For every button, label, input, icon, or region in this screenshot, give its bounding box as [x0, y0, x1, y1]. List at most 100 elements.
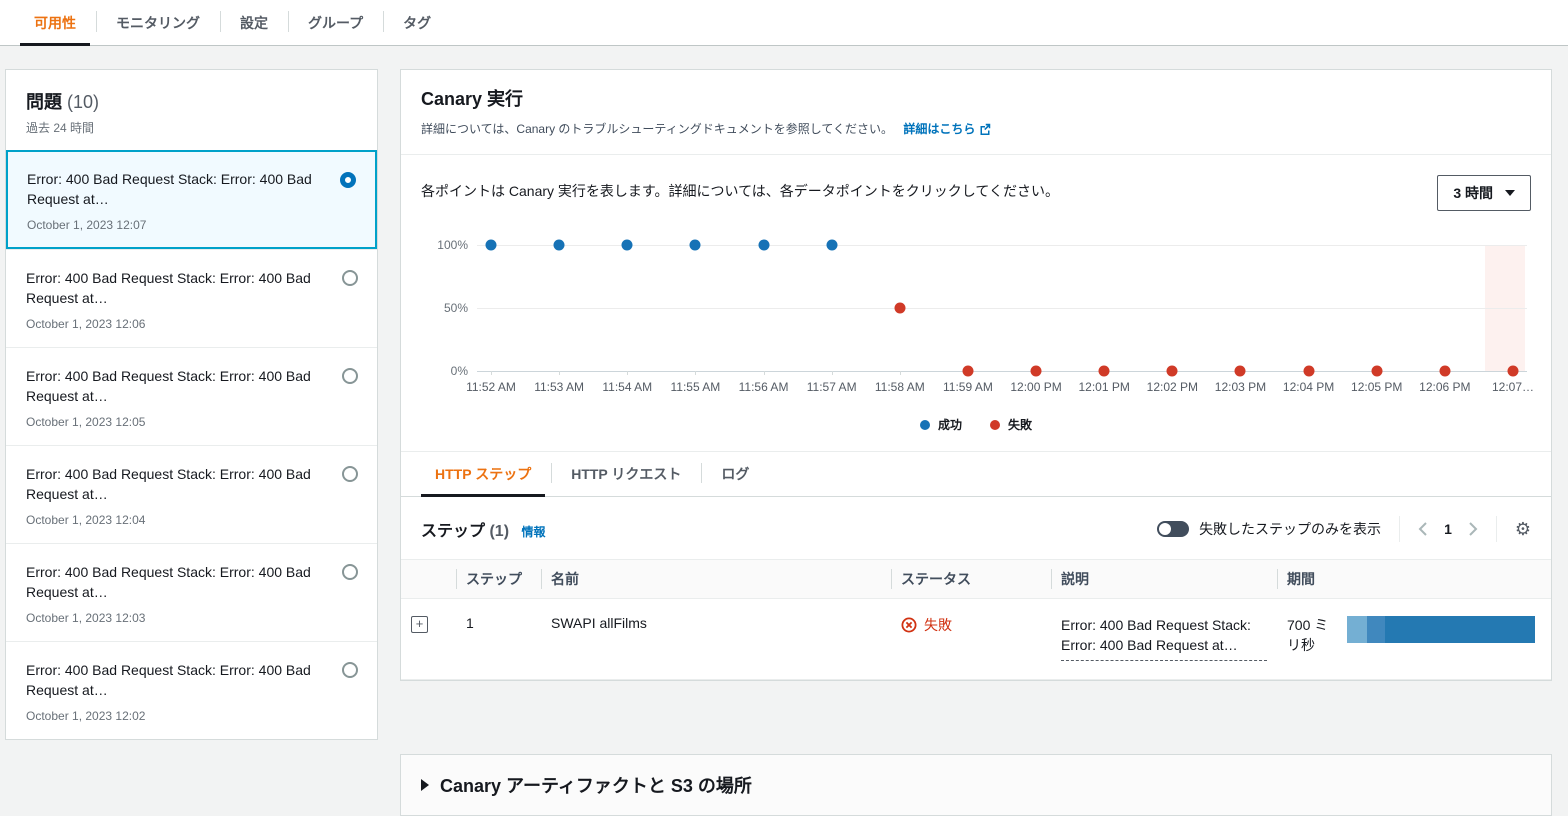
data-point-success[interactable]: [689, 239, 701, 251]
expand-row-button[interactable]: +: [411, 615, 428, 633]
data-point-success[interactable]: [485, 239, 497, 251]
column-header[interactable]: 名前: [541, 559, 891, 599]
x-axis-label: 11:54 AM: [602, 380, 653, 394]
issue-error-text: Error: 400 Bad Request Stack: Error: 400…: [26, 662, 311, 698]
issue-timestamp: October 1, 2023 12:02: [26, 709, 146, 723]
issue-list-item[interactable]: Error: 400 Bad Request Stack: Error: 400…: [6, 150, 377, 249]
artifacts-expandable-section[interactable]: Canary アーティファクトと S3 の場所: [400, 754, 1552, 816]
gridline: [477, 371, 1527, 372]
data-point-success[interactable]: [758, 239, 770, 251]
issue-radio-button[interactable]: [342, 466, 358, 482]
steps-controls: 失敗したステップのみを表示 1 ⚙: [1157, 516, 1531, 542]
issues-count: (10): [67, 92, 100, 112]
top-tab-settings[interactable]: 設定: [220, 0, 288, 45]
time-range-value: 3 時間: [1453, 185, 1493, 201]
data-point-success[interactable]: [621, 239, 633, 251]
x-axis-label: 11:56 AM: [738, 380, 789, 394]
y-axis-label: 100%: [437, 238, 468, 252]
legend-item: 成功: [919, 416, 962, 433]
y-axis-label: 50%: [443, 301, 468, 315]
y-axis-label: 0%: [450, 364, 468, 378]
time-range-select[interactable]: 3 時間: [1437, 175, 1531, 211]
description-text[interactable]: Error: 400 Bad Request Stack: Error: 400…: [1061, 615, 1267, 661]
previous-page-button[interactable]: [1418, 522, 1427, 536]
duration-bar: [1347, 616, 1535, 643]
x-axis-label: 12:06 PM: [1419, 380, 1471, 394]
axis-tick: [831, 371, 833, 375]
issue-timestamp: October 1, 2023 12:03: [26, 611, 146, 625]
data-point-success[interactable]: [826, 239, 838, 251]
learn-more-label: 詳細はこちら: [903, 122, 976, 136]
top-tab-availability[interactable]: 可用性: [14, 0, 96, 46]
issue-list-item[interactable]: Error: 400 Bad Request Stack: Error: 400…: [6, 641, 377, 739]
x-axis-label: 12:01 PM: [1078, 380, 1130, 394]
chart-plot: 100% 50% 0%: [437, 238, 1527, 378]
column-header[interactable]: 説明: [1051, 559, 1277, 599]
top-tab-bar: 可用性 モニタリング 設定 グループ タグ: [0, 0, 1568, 46]
failed-status-icon: [901, 617, 917, 633]
info-link[interactable]: 情報: [521, 525, 546, 539]
issue-error-text: Error: 400 Bad Request Stack: Error: 400…: [26, 466, 311, 502]
next-page-button[interactable]: [1469, 522, 1478, 536]
steps-table: ステップ 名前 ステータス 説明 期間 +1 SWAPI allFilms 失敗 Error:…: [401, 559, 1551, 680]
detail-tab-http-requests[interactable]: HTTP リクエスト: [551, 452, 701, 496]
data-point-failure[interactable]: [1030, 365, 1042, 377]
issue-error-text: Error: 400 Bad Request Stack: Error: 400…: [26, 270, 311, 306]
issue-radio-button[interactable]: [342, 270, 358, 286]
data-point-failure[interactable]: [1234, 365, 1246, 377]
column-header[interactable]: ステータス: [891, 559, 1051, 599]
data-point-failure[interactable]: [1303, 365, 1315, 377]
duration-text: 700 ミリ秒: [1287, 617, 1329, 653]
learn-more-link[interactable]: 詳細はこちら: [903, 122, 991, 136]
issue-list-item[interactable]: Error: 400 Bad Request Stack: Error: 400…: [6, 543, 377, 641]
issues-list: Error: 400 Bad Request Stack: Error: 400…: [6, 150, 377, 739]
chart-caption-row: 各ポイントは Canary 実行を表します。詳細については、各データポイントをク…: [421, 175, 1531, 211]
artifacts-title: Canary アーティファクトと S3 の場所: [440, 776, 752, 796]
divider: [1399, 516, 1401, 542]
legend-label: 失敗: [1008, 418, 1033, 432]
issues-title: 問題 (10): [26, 88, 357, 114]
data-point-failure[interactable]: [1098, 365, 1110, 377]
data-point-failure[interactable]: [894, 302, 906, 314]
axis-tick: [899, 371, 901, 375]
divider: [1495, 516, 1497, 542]
detail-tab-logs[interactable]: ログ: [701, 452, 769, 496]
column-header[interactable]: 期間: [1277, 559, 1551, 599]
data-point-failure[interactable]: [962, 365, 974, 377]
issue-list-item[interactable]: Error: 400 Bad Request Stack: Error: 400…: [6, 445, 377, 543]
top-tab-monitoring[interactable]: モニタリング: [96, 0, 220, 45]
issue-radio-button[interactable]: [342, 564, 358, 580]
issue-radio-button[interactable]: [342, 368, 358, 384]
gridline: [477, 308, 1527, 309]
data-point-success[interactable]: [553, 239, 565, 251]
failed-steps-toggle-group: 失敗したステップのみを表示: [1157, 519, 1381, 539]
data-point-failure[interactable]: [1507, 365, 1519, 377]
column-header[interactable]: ステップ: [456, 559, 541, 599]
column-header-expand: [401, 559, 456, 599]
failed-steps-toggle[interactable]: [1157, 521, 1190, 537]
chart-caption: 各ポイントは Canary 実行を表します。詳細については、各データポイントをク…: [421, 183, 1059, 199]
data-point-failure[interactable]: [1371, 365, 1383, 377]
issue-list-item[interactable]: Error: 400 Bad Request Stack: Error: 400…: [6, 347, 377, 445]
issue-radio-button[interactable]: [340, 172, 356, 188]
steps-table-header-row: ステップ 名前 ステータス 説明 期間: [401, 559, 1551, 599]
axis-tick: [763, 371, 765, 375]
x-axis-label: 11:57 AM: [806, 380, 857, 394]
issues-panel: 問題 (10) 過去 24 時間 Error: 400 Bad Request …: [5, 69, 378, 740]
detail-tab-http-steps[interactable]: HTTP ステップ: [415, 452, 551, 497]
data-point-failure[interactable]: [1166, 365, 1178, 377]
issue-error-text: Error: 400 Bad Request Stack: Error: 400…: [26, 564, 311, 600]
step-row: +1 SWAPI allFilms 失敗 Error: 400 Bad Request…: [401, 598, 1551, 680]
x-axis-label: 12:07…: [1491, 380, 1535, 394]
gear-icon[interactable]: ⚙: [1514, 519, 1531, 539]
top-tab-groups[interactable]: グループ: [288, 0, 383, 45]
steps-toolbar: ステップ (1) 情報 失敗したステップのみを表示 1 ⚙: [401, 497, 1551, 559]
steps-title: ステップ: [421, 523, 486, 540]
issue-list-item[interactable]: Error: 400 Bad Request Stack: Error: 400…: [6, 249, 377, 347]
issue-radio-button[interactable]: [342, 662, 358, 678]
data-point-failure[interactable]: [1439, 365, 1451, 377]
gridline: [477, 245, 1527, 246]
step-name-cell: SWAPI allFilms: [541, 598, 891, 680]
top-tab-tags[interactable]: タグ: [383, 0, 451, 45]
pagination: 1: [1418, 521, 1478, 537]
